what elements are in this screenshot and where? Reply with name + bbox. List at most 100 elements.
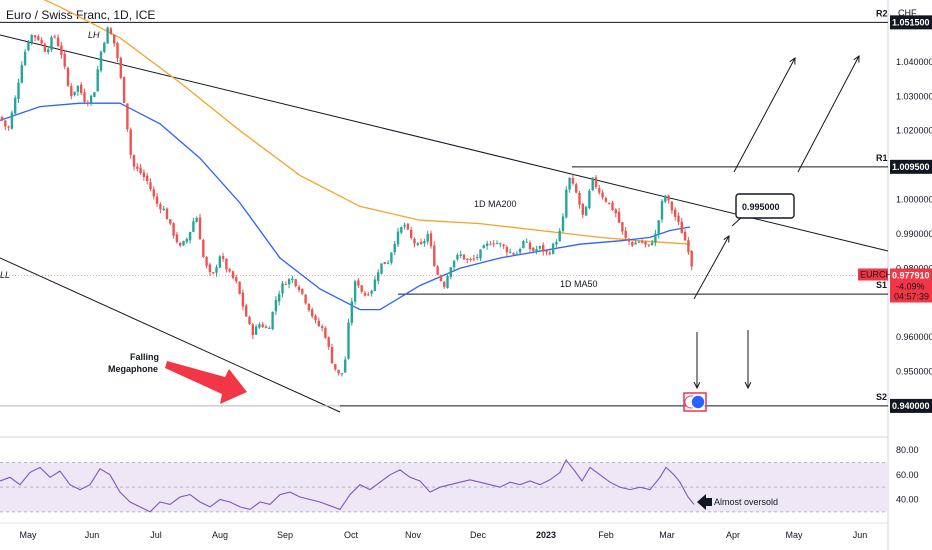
candle-body[interactable] bbox=[588, 190, 591, 209]
candle-body[interactable] bbox=[281, 283, 284, 294]
candle-body[interactable] bbox=[436, 266, 439, 275]
candle-body[interactable] bbox=[667, 195, 670, 201]
candle-body[interactable] bbox=[221, 256, 225, 259]
candle-body[interactable] bbox=[89, 95, 93, 103]
candle-body[interactable] bbox=[142, 172, 146, 178]
candle-body[interactable] bbox=[297, 286, 301, 291]
candle-body[interactable] bbox=[433, 245, 436, 267]
candle-body[interactable] bbox=[406, 223, 410, 230]
candle-body[interactable] bbox=[202, 240, 205, 258]
candle-body[interactable] bbox=[386, 262, 390, 264]
candle-body[interactable] bbox=[93, 92, 96, 98]
candle-body[interactable] bbox=[683, 231, 687, 241]
candle-body[interactable] bbox=[182, 240, 185, 246]
candle-body[interactable] bbox=[598, 188, 601, 193]
candle-body[interactable] bbox=[489, 244, 492, 246]
candle-body[interactable] bbox=[690, 250, 693, 267]
candle-body[interactable] bbox=[670, 201, 674, 211]
candle-body[interactable] bbox=[17, 82, 20, 99]
candle-body[interactable] bbox=[258, 324, 261, 328]
candle-body[interactable] bbox=[525, 241, 528, 243]
candle-body[interactable] bbox=[4, 120, 7, 127]
candle-body[interactable] bbox=[314, 315, 317, 321]
candle-body[interactable] bbox=[591, 177, 594, 190]
candle-body[interactable] bbox=[350, 301, 353, 323]
candle-body[interactable] bbox=[119, 57, 122, 78]
candle-body[interactable] bbox=[363, 292, 367, 296]
candle-body[interactable] bbox=[301, 288, 304, 294]
candle-body[interactable] bbox=[614, 209, 617, 214]
candle-body[interactable] bbox=[330, 347, 334, 364]
candle-body[interactable] bbox=[103, 42, 106, 53]
candle-body[interactable] bbox=[353, 281, 357, 302]
candle-body[interactable] bbox=[548, 252, 551, 255]
candle-body[interactable] bbox=[456, 254, 459, 260]
candle-body[interactable] bbox=[601, 192, 604, 198]
candle-body[interactable] bbox=[155, 196, 159, 204]
candle-body[interactable] bbox=[357, 280, 360, 286]
candle-body[interactable] bbox=[248, 316, 251, 325]
candle-body[interactable] bbox=[396, 231, 400, 245]
candle-body[interactable] bbox=[185, 238, 188, 242]
candle-body[interactable] bbox=[264, 326, 268, 329]
candle-body[interactable] bbox=[565, 189, 568, 218]
candle-body[interactable] bbox=[584, 206, 588, 216]
candle-body[interactable] bbox=[459, 254, 462, 256]
candle-body[interactable] bbox=[284, 283, 287, 285]
candle-body[interactable] bbox=[674, 209, 677, 217]
candle-body[interactable] bbox=[320, 326, 324, 328]
candle-body[interactable] bbox=[443, 281, 446, 287]
candle-body[interactable] bbox=[126, 103, 129, 130]
candle-body[interactable] bbox=[400, 227, 403, 233]
candle-body[interactable] bbox=[33, 35, 37, 38]
candle-body[interactable] bbox=[70, 85, 73, 97]
candle-body[interactable] bbox=[532, 247, 535, 251]
candle-body[interactable] bbox=[505, 246, 509, 253]
candle-body[interactable] bbox=[228, 269, 231, 272]
candle-body[interactable] bbox=[380, 263, 383, 274]
candle-body[interactable] bbox=[654, 233, 657, 243]
candle-body[interactable] bbox=[162, 208, 165, 211]
candle-body[interactable] bbox=[416, 243, 419, 245]
candle-body[interactable] bbox=[238, 281, 241, 294]
candle-body[interactable] bbox=[611, 202, 614, 211]
candle-body[interactable] bbox=[476, 257, 479, 259]
candle-body[interactable] bbox=[452, 260, 456, 268]
candle-body[interactable] bbox=[403, 224, 406, 227]
candle-body[interactable] bbox=[370, 290, 373, 294]
candle-body[interactable] bbox=[56, 37, 60, 47]
candle-body[interactable] bbox=[0, 116, 4, 121]
candle-body[interactable] bbox=[449, 267, 452, 277]
candle-body[interactable] bbox=[624, 230, 627, 238]
candle-body[interactable] bbox=[251, 324, 254, 336]
candle-body[interactable] bbox=[274, 300, 278, 312]
candle-body[interactable] bbox=[555, 241, 558, 245]
candle-body[interactable] bbox=[575, 184, 578, 193]
candle-body[interactable] bbox=[205, 257, 208, 266]
candle-body[interactable] bbox=[492, 243, 495, 245]
candle-body[interactable] bbox=[558, 230, 561, 242]
candle-body[interactable] bbox=[10, 112, 14, 129]
candle-body[interactable] bbox=[37, 36, 40, 40]
candle-body[interactable] bbox=[439, 275, 443, 281]
candle-body[interactable] bbox=[159, 204, 162, 210]
candle-body[interactable] bbox=[512, 252, 515, 255]
candle-body[interactable] bbox=[644, 241, 647, 245]
candle-body[interactable] bbox=[195, 218, 198, 223]
candle-body[interactable] bbox=[340, 373, 344, 375]
candle-body[interactable] bbox=[30, 34, 33, 43]
candle-body[interactable] bbox=[27, 41, 30, 51]
candle-body[interactable] bbox=[254, 326, 258, 335]
candle-body[interactable] bbox=[518, 249, 522, 253]
candle-body[interactable] bbox=[152, 189, 155, 197]
candle-body[interactable] bbox=[621, 222, 624, 232]
candle-body[interactable] bbox=[291, 278, 294, 281]
candle-body[interactable] bbox=[188, 231, 192, 241]
candle-body[interactable] bbox=[578, 192, 581, 205]
candle-body[interactable] bbox=[149, 182, 152, 190]
candle-body[interactable] bbox=[677, 215, 680, 222]
candle-body[interactable] bbox=[594, 177, 598, 187]
candle-body[interactable] bbox=[278, 294, 281, 302]
candle-body[interactable] bbox=[373, 279, 377, 292]
candle-body[interactable] bbox=[271, 311, 274, 330]
